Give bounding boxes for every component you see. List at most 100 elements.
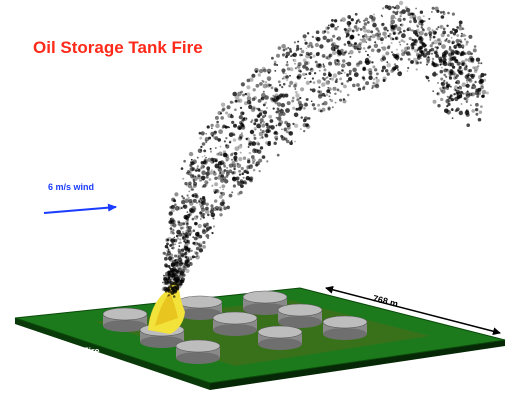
smoke-particle (345, 35, 348, 38)
smoke-particle (390, 14, 396, 20)
smoke-particle (228, 126, 231, 129)
smoke-particle (220, 202, 224, 206)
smoke-particle (299, 96, 302, 100)
smoke-particle (281, 136, 286, 141)
smoke-particle (431, 11, 433, 13)
smoke-particle (181, 200, 186, 205)
smoke-particle (184, 198, 190, 204)
smoke-particle (451, 12, 455, 16)
smoke-particle (200, 212, 205, 217)
smoke-particle (420, 24, 423, 27)
smoke-particle (420, 54, 423, 57)
smoke-particle (246, 99, 252, 105)
smoke-particle (355, 62, 360, 67)
smoke-particle (277, 116, 282, 121)
smoke-particle (429, 36, 432, 39)
smoke-particle (470, 92, 475, 97)
smoke-particle (460, 44, 465, 48)
smoke-particle (299, 53, 302, 57)
smoke-particle (289, 80, 294, 85)
smoke-particle (273, 60, 277, 64)
smoke-particle (419, 30, 424, 36)
smoke-particle (247, 160, 251, 164)
smoke-particle (276, 153, 280, 157)
smoke-particle (372, 22, 377, 28)
smoke-particle (285, 75, 289, 79)
smoke-particle (341, 69, 344, 72)
smoke-particle (246, 85, 251, 90)
smoke-particle (465, 109, 469, 113)
smoke-particle (340, 72, 343, 75)
smoke-particle (293, 84, 297, 88)
smoke-particle (456, 34, 460, 37)
smoke-particle (446, 63, 449, 66)
smoke-particle (303, 102, 308, 107)
smoke-particle (275, 137, 278, 141)
smoke-particle (258, 112, 263, 116)
smoke-particle (234, 99, 238, 103)
smoke-particle (264, 81, 268, 84)
smoke-particle (417, 46, 422, 51)
smoke-particle (289, 74, 291, 77)
smoke-particle (350, 18, 354, 22)
smoke-particle (192, 241, 196, 245)
smoke-particle (204, 137, 210, 142)
smoke-particle (284, 47, 288, 51)
smoke-particle (197, 223, 202, 229)
smoke-particle (475, 108, 478, 112)
smoke-particle (440, 77, 444, 81)
smoke-particle (427, 51, 430, 54)
smoke-particle (460, 32, 463, 35)
smoke-particle (425, 57, 431, 62)
smoke-particle (247, 146, 250, 148)
smoke-particle (280, 108, 283, 111)
smoke-particle (431, 6, 435, 10)
smoke-particle (328, 95, 331, 98)
smoke-particle (442, 30, 447, 35)
smoke-particle (441, 86, 445, 89)
smoke-particle (399, 15, 402, 18)
smoke-particle (273, 63, 277, 66)
smoke-particle (466, 81, 469, 84)
fire (148, 281, 185, 334)
smoke-particle (243, 169, 247, 174)
smoke-particle (448, 46, 452, 49)
smoke-particle (484, 73, 487, 76)
smoke-particle (289, 50, 293, 53)
smoke-particle (478, 110, 483, 114)
smoke-particle (249, 142, 254, 147)
smoke-particle (468, 68, 472, 73)
smoke-particle (300, 116, 303, 119)
smoke-particle (295, 107, 299, 111)
smoke-particle (386, 72, 390, 76)
smoke-particle (362, 86, 366, 91)
smoke-particle (215, 205, 219, 210)
smoke-particle (193, 215, 199, 220)
smoke-particle (349, 22, 352, 25)
smoke-particle (328, 71, 331, 74)
smoke-particle (266, 125, 271, 130)
smoke-particle (219, 191, 223, 195)
smoke-particle (346, 73, 349, 76)
smoke-particle (201, 156, 204, 158)
smoke-particle (380, 15, 383, 17)
smoke-particle (176, 237, 180, 240)
smoke-particle (434, 6, 439, 11)
smoke-particle (286, 101, 291, 106)
smoke-particle (253, 127, 257, 131)
smoke-particle (229, 140, 232, 143)
smoke-particle (381, 56, 387, 61)
smoke-particle (165, 278, 168, 280)
smoke-particle (456, 95, 460, 99)
smoke-particle (336, 59, 340, 63)
smoke-particle (368, 38, 372, 42)
smoke-particle (254, 118, 259, 123)
smoke-particle (480, 85, 484, 90)
smoke-particle (317, 94, 323, 99)
smoke-particle (188, 184, 192, 189)
smoke-particle (406, 52, 409, 55)
smoke-particle (234, 94, 240, 100)
smoke-particle (198, 234, 203, 239)
smoke-particle (431, 41, 435, 45)
smoke-particle (413, 57, 417, 62)
